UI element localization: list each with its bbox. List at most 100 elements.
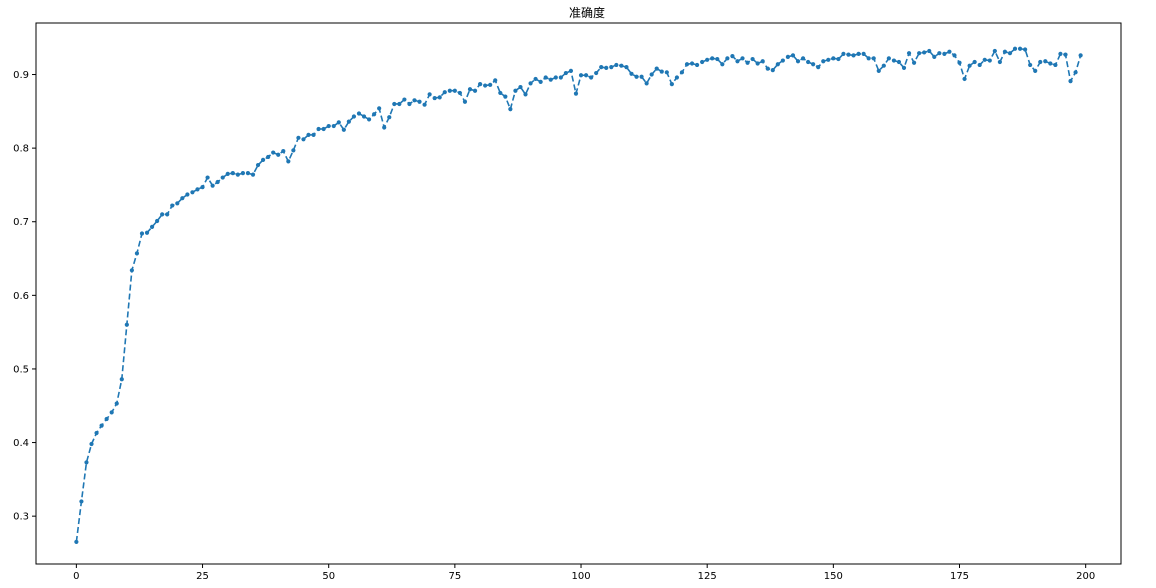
- data-point: [745, 60, 750, 65]
- data-point: [452, 88, 457, 93]
- data-point: [1038, 59, 1043, 65]
- data-point: [94, 430, 99, 436]
- data-point: [669, 81, 674, 87]
- data-point: [266, 154, 271, 160]
- data-point: [972, 59, 977, 65]
- data-point: [205, 175, 210, 180]
- data-point: [689, 61, 695, 66]
- data-point: [488, 82, 493, 87]
- data-point: [336, 120, 341, 125]
- data-point: [750, 56, 755, 62]
- data-point: [568, 68, 574, 73]
- data-point: [255, 162, 261, 168]
- data-point: [583, 73, 589, 78]
- data-point: [538, 79, 543, 84]
- data-point: [821, 59, 826, 64]
- data-point: [795, 59, 801, 64]
- data-point: [483, 83, 488, 88]
- data-point: [321, 126, 326, 132]
- data-point: [296, 135, 301, 140]
- data-point: [967, 63, 972, 68]
- data-point: [911, 60, 917, 65]
- data-point: [144, 230, 150, 235]
- data-point: [1012, 46, 1018, 51]
- data-point: [1028, 62, 1033, 68]
- data-point: [84, 460, 89, 465]
- data-point: [165, 212, 170, 217]
- data-point: [770, 68, 775, 73]
- data-point: [220, 175, 225, 180]
- data-point: [952, 53, 957, 58]
- data-point: [760, 59, 765, 64]
- data-point: [160, 212, 165, 217]
- data-point: [1068, 79, 1073, 84]
- data-point: [558, 75, 563, 80]
- data-point: [725, 56, 730, 61]
- data-point: [826, 57, 831, 62]
- data-point: [311, 132, 316, 137]
- data-point: [462, 99, 468, 104]
- data-point: [407, 101, 412, 107]
- data-point: [831, 56, 836, 61]
- x-tick-label: 25: [196, 571, 209, 582]
- data-point: [896, 59, 902, 65]
- data-point: [74, 539, 79, 545]
- data-point: [735, 59, 740, 64]
- data-point: [1063, 52, 1068, 57]
- data-point: [740, 56, 745, 61]
- data-point: [846, 52, 851, 57]
- data-point: [200, 185, 205, 190]
- data-point: [1048, 61, 1053, 66]
- data-point: [326, 123, 331, 129]
- data-point: [170, 203, 175, 208]
- data-point: [149, 224, 155, 229]
- data-point: [432, 95, 437, 101]
- data-point: [629, 71, 634, 76]
- data-point: [785, 54, 791, 59]
- plot-frame: [35, 22, 1122, 565]
- x-tick-label: 50: [322, 571, 335, 582]
- data-point: [467, 87, 473, 92]
- data-point: [937, 51, 942, 56]
- data-point: [356, 111, 362, 116]
- data-point: [513, 88, 518, 93]
- x-tick-label: 175: [950, 571, 969, 582]
- data-point: [1078, 53, 1083, 58]
- y-tick-label: 0.3: [13, 512, 29, 523]
- data-point: [573, 91, 579, 96]
- data-point: [417, 99, 422, 104]
- data-point: [361, 114, 367, 119]
- data-point: [659, 69, 664, 74]
- data-point: [947, 49, 952, 54]
- data-point: [563, 70, 568, 76]
- data-point: [841, 51, 846, 57]
- data-point: [609, 65, 614, 70]
- data-point: [366, 117, 372, 122]
- data-point: [790, 53, 796, 58]
- data-point: [851, 53, 856, 58]
- data-point: [886, 56, 891, 61]
- data-point: [286, 159, 291, 164]
- data-point: [291, 148, 296, 153]
- data-point: [281, 148, 286, 154]
- data-point: [881, 63, 886, 68]
- data-point: [498, 90, 503, 96]
- data-point: [942, 51, 947, 57]
- data-point: [871, 56, 876, 61]
- data-point: [155, 218, 160, 224]
- y-tick-label: 0.8: [13, 144, 29, 155]
- y-tick-label: 0.9: [13, 70, 29, 81]
- data-point: [250, 172, 256, 177]
- data-point: [780, 58, 785, 63]
- x-tick-label: 200: [1076, 571, 1095, 582]
- data-point: [210, 183, 215, 188]
- data-point: [508, 107, 513, 112]
- data-point: [599, 65, 604, 70]
- data-point: [543, 75, 548, 80]
- data-point: [1058, 51, 1063, 57]
- data-point: [341, 127, 346, 132]
- data-point: [715, 56, 720, 62]
- data-point: [119, 377, 124, 382]
- data-point: [861, 51, 866, 57]
